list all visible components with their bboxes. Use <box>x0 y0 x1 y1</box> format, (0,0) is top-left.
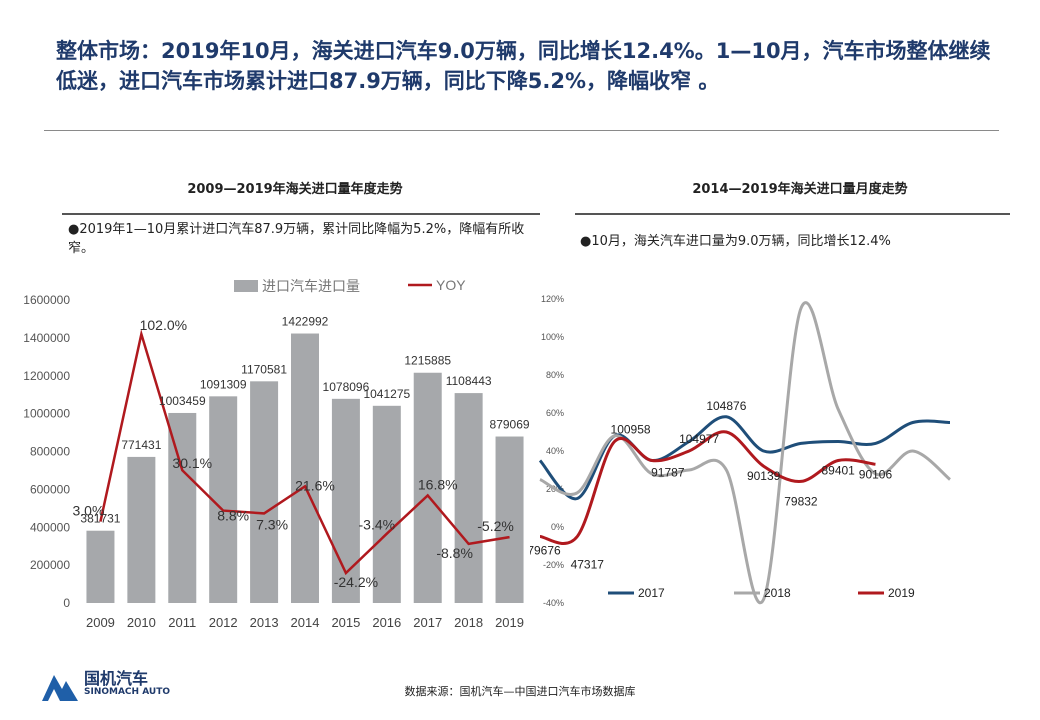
y-tick-label: 200000 <box>30 558 70 572</box>
point-label: 90106 <box>859 467 893 481</box>
monthly-yoy-chart: -40%-20%0%20%40%60%80%100%120%7967647317… <box>530 294 951 608</box>
y-tick-label: 120% <box>541 294 564 304</box>
x-tick-label: 2015 <box>331 615 360 630</box>
yoy-value-label: -5.2% <box>477 518 514 534</box>
point-label: 104977 <box>679 432 719 446</box>
x-tick-label: 2009 <box>86 615 115 630</box>
legend-label-2018: 2018 <box>764 586 791 600</box>
annual-import-chart: 0 200000 400000 600000 800000 1000000 1200000 1… <box>23 277 530 630</box>
bar <box>127 456 156 603</box>
point-label: 79676 <box>530 544 561 558</box>
series-line-2019 <box>539 430 876 545</box>
yoy-value-label: 8.8% <box>217 508 249 524</box>
yoy-value-label: 16.8% <box>418 476 458 492</box>
bar-value-label: 1215885 <box>404 354 451 368</box>
point-label: 100958 <box>611 423 651 437</box>
right-chart-title: 2014—2019年海关进口量月度走势 <box>692 182 908 197</box>
bar <box>413 372 442 603</box>
x-tick-label: 2013 <box>250 615 279 630</box>
bar-value-label: 1108443 <box>446 374 492 388</box>
point-label: 89401 <box>821 464 855 478</box>
point-label: 90139 <box>747 469 781 483</box>
headline-divider <box>44 130 999 131</box>
x-tick-label: 2011 <box>168 615 196 630</box>
left-title-divider <box>62 213 540 215</box>
x-tick-label: 2012 <box>209 615 238 630</box>
series-line-2018 <box>539 301 951 605</box>
bar-value-label: 1041275 <box>363 387 410 401</box>
x-tick-label: 2017 <box>413 615 442 630</box>
legend-bar-label: 进口汽车进口量 <box>262 278 360 294</box>
yoy-value-label: -8.8% <box>436 545 473 561</box>
yoy-value-label: 21.6% <box>295 477 335 493</box>
y-tick-label: 40% <box>546 446 564 456</box>
bar <box>454 393 483 603</box>
y-tick-label: 0% <box>551 522 564 532</box>
y-tick-label: 1400000 <box>23 331 70 345</box>
point-label: 79832 <box>784 494 818 508</box>
bar-value-label: 1091309 <box>200 377 247 391</box>
x-tick-label: 2010 <box>127 615 156 630</box>
bar <box>168 412 197 603</box>
left-chart-title: 2009—2019年海关进口量年度走势 <box>187 182 403 197</box>
bar <box>291 333 319 603</box>
bar-value-label: 1170581 <box>241 362 287 376</box>
y-tick-label: 80% <box>546 370 564 380</box>
point-label: 91787 <box>651 466 685 480</box>
y-tick-label: 600000 <box>30 482 70 496</box>
bar-value-label: 771431 <box>121 438 161 452</box>
legend-bar-swatch <box>234 280 258 292</box>
y-tick-label: 1600000 <box>23 293 70 307</box>
right-note: ●10月，海关汽车进口量为9.0万辆，同比增长12.4% <box>580 234 891 249</box>
bar-value-label: 879069 <box>490 418 530 432</box>
legend-label-2017: 2017 <box>638 586 665 600</box>
data-source: 数据来源：国机汽车—中国进口汽车市场数据库 <box>404 685 636 698</box>
y-tick-label: 100% <box>541 332 564 342</box>
logo-subtext: SINOMACH AUTO <box>84 687 170 697</box>
sinomach-logo: 国机汽车 SINOMACH AUTO <box>40 665 190 705</box>
y-tick-label: 400000 <box>30 520 70 534</box>
headline: 整体市场：2019年10月，海关进口汽车9.0万辆，同比增长12.4%。1—10… <box>56 39 991 93</box>
y-tick-label: 0 <box>63 596 70 610</box>
y-tick-label: 800000 <box>30 445 70 459</box>
point-label: 104876 <box>706 399 746 413</box>
yoy-value-label: 30.1% <box>172 455 212 471</box>
y-tick-label: 1200000 <box>23 369 70 383</box>
yoy-value-label: -3.4% <box>359 517 396 533</box>
x-tick-label: 2014 <box>291 615 320 630</box>
y-tick-label: -40% <box>543 598 564 608</box>
bar-value-label: 381731 <box>80 512 120 526</box>
logo-text: 国机汽车 <box>84 669 149 688</box>
yoy-value-label: 7.3% <box>256 516 288 532</box>
yoy-value-label: 3.0% <box>72 503 104 519</box>
legend-label-2019: 2019 <box>888 586 915 600</box>
bar-value-label: 1003459 <box>159 394 206 408</box>
bar <box>86 530 115 603</box>
bar <box>495 436 524 603</box>
yoy-value-label: -24.2% <box>334 574 378 590</box>
series-line-2017 <box>538 415 951 501</box>
point-label: 47317 <box>571 558 605 572</box>
y-tick-label: 60% <box>546 408 564 418</box>
yoy-value-label: 102.0% <box>140 317 187 333</box>
left-note: ●2019年1—10月累计进口汽车87.9万辆，累计同比降幅为5.2%，降幅有所… <box>68 222 525 256</box>
y-tick-label: -20% <box>543 560 564 570</box>
bar <box>250 381 279 603</box>
x-tick-label: 2018 <box>454 615 483 630</box>
yoy-line <box>99 329 510 576</box>
bar <box>331 398 360 603</box>
y-tick-label: 1000000 <box>23 407 70 421</box>
x-tick-label: 2019 <box>495 615 524 630</box>
bar-value-label: 1422992 <box>282 315 329 329</box>
logo-mark-icon <box>42 675 78 701</box>
bar <box>372 405 401 603</box>
legend-yoy-label: YOY <box>436 277 466 293</box>
bar-value-label: 1078096 <box>323 380 370 394</box>
x-tick-label: 2016 <box>372 615 401 630</box>
right-title-divider <box>575 213 1010 215</box>
